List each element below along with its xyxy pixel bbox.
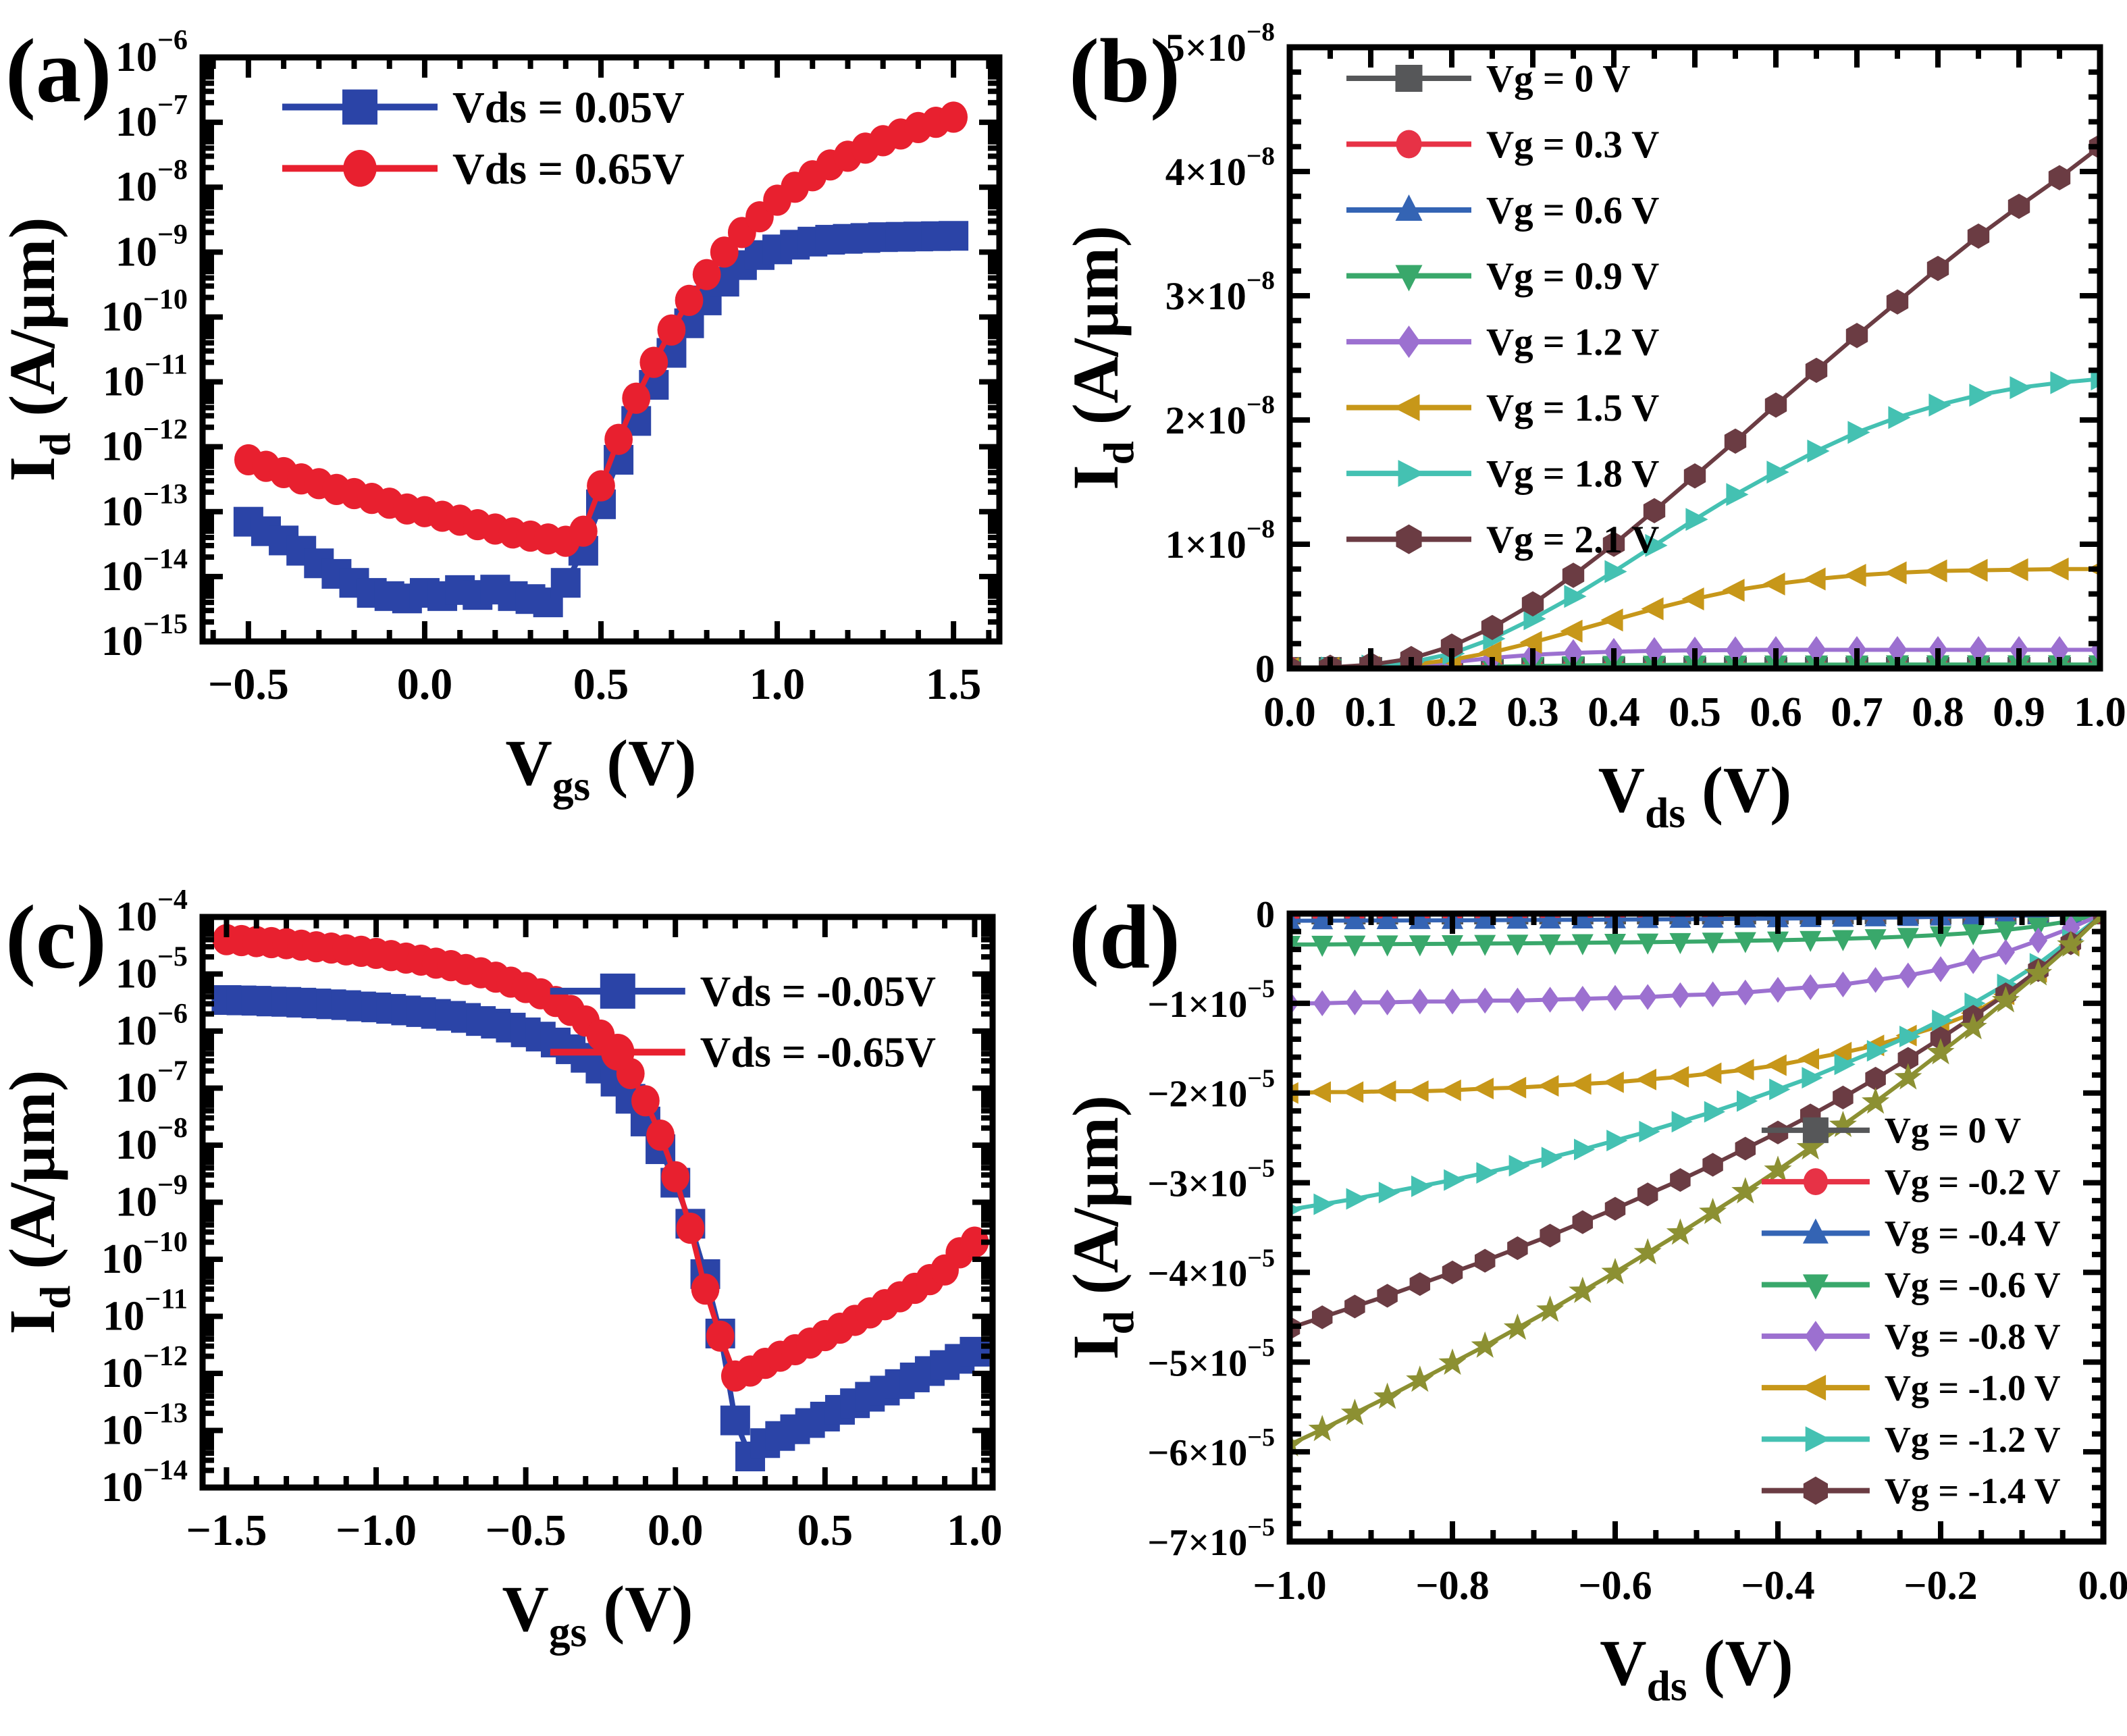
circle-marker [622, 383, 650, 414]
legend-label-1: Vg = 0.3 V [1486, 124, 1659, 166]
circle-marker [604, 424, 633, 455]
legend-label-0: Vg = 0 V [1885, 1110, 2021, 1151]
circle-marker [601, 1034, 634, 1071]
y-tick-label: 0 [1256, 894, 1275, 936]
x-axis-label: Vds (V) [1600, 1627, 1793, 1710]
legend-label-5: Vg = -1.0 V [1885, 1368, 2061, 1409]
legend-label-0: Vg = 0 V [1486, 57, 1631, 100]
legend-label-1: Vg = -0.2 V [1885, 1161, 2061, 1202]
circle-marker [939, 101, 968, 132]
legend-label-4: Vg = -0.8 V [1885, 1316, 2061, 1357]
circle-marker [658, 315, 686, 346]
x-tick-label: −1.0 [1253, 1563, 1326, 1608]
panel-label: (a) [5, 21, 111, 122]
x-tick-label: 0.9 [1993, 689, 2045, 735]
legend-label-6: Vg = -1.2 V [1885, 1419, 2061, 1460]
circle-marker [1396, 130, 1422, 159]
square-marker [551, 568, 581, 598]
square-marker [939, 221, 968, 251]
legend-label-3: Vg = -0.6 V [1885, 1265, 2061, 1305]
x-axis-label: Vds (V) [1598, 754, 1792, 837]
circle-marker [631, 1085, 660, 1116]
x-tick-label: 0.6 [1750, 689, 1802, 735]
x-tick-label: 1.5 [926, 660, 982, 709]
x-tick-label: 0.1 [1344, 689, 1397, 735]
circle-marker [691, 1273, 720, 1305]
circle-marker [639, 347, 668, 378]
square-marker [1396, 65, 1423, 92]
x-tick-label: 0.5 [573, 660, 629, 709]
legend-label-2: Vg = -0.4 V [1885, 1213, 2061, 1254]
square-marker [720, 1406, 750, 1436]
circle-marker [676, 1213, 704, 1244]
x-tick-label: 0.0 [2078, 1563, 2127, 1608]
x-tick-label: −0.2 [1903, 1563, 1977, 1608]
circle-marker [706, 1321, 735, 1352]
x-tick-label: 0.7 [1831, 689, 1883, 735]
x-tick-label: 0.0 [648, 1506, 704, 1555]
x-tick-label: 0.0 [1263, 689, 1316, 735]
x-tick-label: 0.3 [1506, 689, 1559, 735]
x-tick-label: 1.0 [750, 660, 806, 709]
x-tick-label: 1.0 [947, 1506, 1003, 1555]
x-tick-label: 0.2 [1425, 689, 1478, 735]
legend-label-2: Vg = 0.6 V [1486, 189, 1659, 232]
panel-label: (c) [5, 887, 107, 988]
circle-marker [1804, 1168, 1828, 1195]
x-tick-label: −0.5 [485, 1506, 567, 1555]
x-tick-label: 0.5 [797, 1506, 854, 1555]
x-tick-label: 0.0 [397, 660, 453, 709]
legend-label-4: Vg = 1.2 V [1486, 321, 1659, 363]
panel-label: (d) [1069, 887, 1180, 988]
y-tick-label: 0 [1255, 647, 1275, 691]
x-tick-label: −0.5 [208, 660, 289, 709]
circle-marker [675, 285, 704, 316]
x-tick-label: −0.4 [1741, 1563, 1814, 1608]
x-tick-label: 0.8 [1912, 689, 1964, 735]
x-tick-label: 1.0 [2074, 689, 2126, 735]
panel-label: (b) [1069, 21, 1180, 122]
square-marker [1803, 1117, 1829, 1143]
circle-marker [661, 1161, 689, 1192]
legend-label-7: Vg = -1.4 V [1885, 1471, 2061, 1511]
circle-marker [587, 470, 615, 501]
circle-marker [569, 516, 598, 547]
x-axis-label: Vgs (V) [506, 727, 697, 810]
legend-label-6: Vg = 1.8 V [1486, 453, 1659, 496]
circle-marker [646, 1120, 675, 1151]
legend-label-3: Vg = 0.9 V [1486, 255, 1659, 298]
x-tick-label: −1.5 [186, 1506, 267, 1555]
legend-label-1: Vds = -0.65V [700, 1029, 936, 1076]
legend-label-0: Vds = 0.05V [452, 83, 685, 132]
x-tick-label: −1.0 [336, 1506, 417, 1555]
square-marker [600, 974, 635, 1009]
legend-label-7: Vg = 2.1 V [1486, 519, 1659, 561]
legend-label-0: Vds = -0.05V [700, 968, 936, 1015]
x-tick-label: 0.5 [1669, 689, 1721, 735]
legend-label-5: Vg = 1.5 V [1486, 387, 1659, 429]
x-tick-label: −0.8 [1415, 1563, 1489, 1608]
x-tick-label: 0.4 [1587, 689, 1640, 735]
x-axis-label: Vgs (V) [502, 1573, 693, 1656]
circle-marker [343, 150, 376, 187]
legend-label-1: Vds = 0.65V [452, 144, 685, 194]
x-tick-label: −0.6 [1578, 1563, 1652, 1608]
square-marker [342, 90, 377, 125]
